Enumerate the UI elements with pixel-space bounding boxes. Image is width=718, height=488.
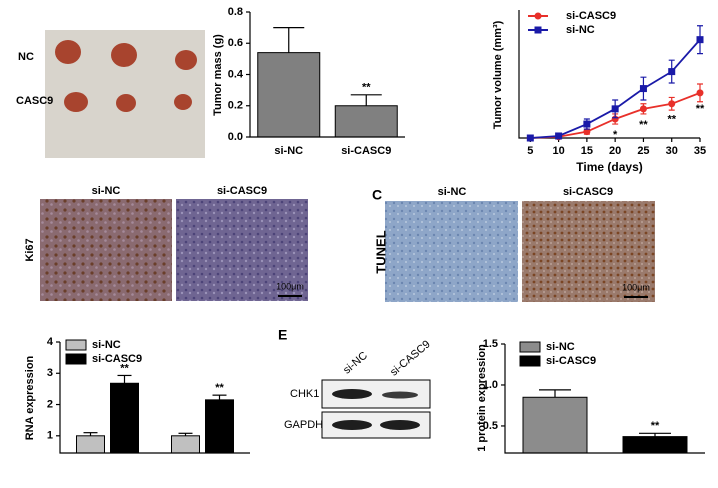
bar bbox=[522, 396, 588, 454]
band bbox=[332, 389, 372, 399]
y-tick-label: 4 bbox=[47, 336, 54, 348]
legend-swatch bbox=[65, 339, 87, 351]
x-tick-label: si-CASC9 bbox=[341, 145, 391, 157]
band bbox=[332, 420, 372, 430]
marker bbox=[668, 100, 676, 108]
row-label: GAPDH bbox=[284, 419, 323, 431]
y-tick-label: 0.4 bbox=[228, 68, 244, 80]
y-tick-label: 3 bbox=[47, 367, 53, 379]
x-tick-label: 25 bbox=[637, 145, 649, 157]
row-label: Ki67 bbox=[24, 238, 36, 261]
band bbox=[380, 420, 420, 430]
photo-label: NC bbox=[18, 51, 34, 63]
photo-label: CASC9 bbox=[16, 95, 53, 107]
legend-label: si-CASC9 bbox=[566, 10, 616, 22]
tumors bbox=[55, 40, 197, 112]
significance: ** bbox=[362, 82, 371, 94]
legend-swatch bbox=[519, 341, 541, 353]
significance: ** bbox=[651, 420, 660, 432]
x-tick-label: 20 bbox=[609, 145, 621, 157]
legend-label: si-CASC9 bbox=[92, 353, 142, 365]
ihc-image bbox=[176, 199, 308, 301]
bar bbox=[622, 436, 688, 454]
bar bbox=[76, 435, 105, 454]
tunel-image bbox=[522, 201, 655, 302]
x-tick-label: si-NC bbox=[274, 145, 303, 157]
column-label: si-CASC9 bbox=[563, 186, 613, 198]
significance: ** bbox=[120, 362, 129, 374]
marker bbox=[555, 132, 563, 140]
significance: ** bbox=[215, 382, 224, 394]
x-tick-label: 30 bbox=[666, 145, 678, 157]
scale-bar bbox=[278, 295, 302, 297]
axes bbox=[59, 342, 250, 454]
y-tick-label: 1.5 bbox=[483, 338, 498, 350]
column-label: si-NC bbox=[341, 350, 370, 377]
significance: ** bbox=[639, 119, 648, 131]
marker bbox=[611, 105, 619, 113]
marker bbox=[668, 68, 676, 76]
y-tick-label: 0.2 bbox=[228, 100, 243, 112]
scale-label: 100μm bbox=[276, 281, 304, 291]
marker bbox=[526, 134, 534, 142]
legend-label: si-NC bbox=[566, 24, 595, 36]
legend-label: si-CASC9 bbox=[546, 355, 596, 367]
panel-label: E bbox=[278, 327, 287, 343]
marker bbox=[639, 85, 647, 93]
marker bbox=[534, 26, 542, 34]
row-label: CHK1 bbox=[290, 388, 319, 400]
column-label: si-CASC9 bbox=[217, 185, 267, 197]
y-axis-label: 1 protein expression bbox=[476, 344, 488, 452]
significance: ** bbox=[696, 103, 705, 115]
marker bbox=[696, 89, 704, 97]
significance: ** bbox=[667, 114, 676, 126]
y-tick-label: 0.6 bbox=[228, 37, 243, 49]
x-axis-label: Time (days) bbox=[576, 160, 642, 174]
y-tick-label: 0.5 bbox=[483, 420, 498, 432]
x-tick-label: 10 bbox=[552, 145, 564, 157]
legend-label: si-NC bbox=[92, 339, 121, 351]
panel-label: C bbox=[372, 187, 382, 203]
marker bbox=[583, 120, 591, 128]
bar bbox=[110, 382, 139, 454]
legend-swatch bbox=[65, 353, 87, 365]
axes bbox=[249, 12, 405, 138]
x-tick-label: 15 bbox=[581, 145, 593, 157]
tunel-image bbox=[385, 201, 518, 302]
column-label: si-NC bbox=[92, 185, 121, 197]
significance: * bbox=[613, 129, 618, 141]
bar bbox=[257, 52, 321, 138]
axes bbox=[504, 344, 705, 454]
ihc-image bbox=[40, 199, 172, 301]
y-axis-label: RNA expression bbox=[24, 355, 36, 440]
y-tick-label: 1 bbox=[47, 430, 53, 442]
bar bbox=[205, 399, 234, 454]
bar bbox=[334, 105, 398, 138]
legend-swatch bbox=[519, 355, 541, 367]
marker bbox=[639, 105, 647, 113]
scale-label: 100μm bbox=[622, 282, 650, 292]
bar bbox=[171, 435, 200, 454]
marker bbox=[696, 36, 704, 44]
y-axis-label: Tumor volume (mm³) bbox=[492, 20, 504, 129]
legend-label: si-NC bbox=[546, 341, 575, 353]
column-label: si-NC bbox=[438, 186, 467, 198]
y-tick-label: 0.0 bbox=[228, 131, 243, 143]
y-tick-label: 0.8 bbox=[228, 6, 243, 18]
axes bbox=[518, 10, 700, 139]
column-label: si-CASC9 bbox=[388, 338, 433, 378]
y-tick-label: 1.0 bbox=[483, 379, 498, 391]
y-tick-label: 2 bbox=[47, 398, 53, 410]
row-label: TUNEL bbox=[373, 230, 388, 273]
band bbox=[382, 391, 418, 399]
x-tick-label: 5 bbox=[527, 145, 533, 157]
y-axis-label: Tumor mass (g) bbox=[212, 34, 224, 116]
marker bbox=[583, 128, 591, 136]
x-tick-label: 35 bbox=[694, 145, 706, 157]
marker bbox=[534, 12, 542, 20]
scale-bar bbox=[624, 296, 648, 298]
